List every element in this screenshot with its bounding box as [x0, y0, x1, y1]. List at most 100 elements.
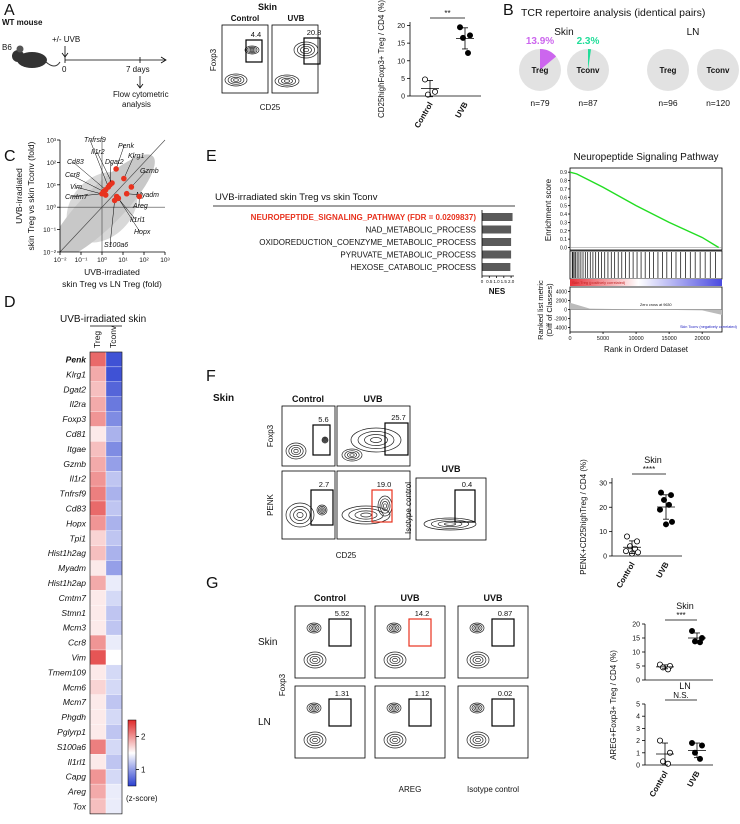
- data-label: 13.9%: [526, 36, 554, 47]
- contour: [388, 624, 400, 632]
- tick-label: 1: [141, 766, 146, 775]
- color-scale: [127, 719, 137, 787]
- significance: ***: [676, 611, 685, 620]
- gate-value: 25.7: [391, 413, 406, 422]
- pie-slice: [540, 49, 557, 70]
- heatmap-cell: [89, 620, 107, 636]
- data-point: [665, 666, 672, 673]
- tick-label: 10⁻¹: [43, 227, 57, 234]
- tick-label: 10³: [47, 138, 57, 145]
- pie: [697, 49, 739, 91]
- data-point: [421, 76, 428, 83]
- contour: [430, 519, 470, 529]
- contour: [471, 704, 483, 712]
- data-point: [697, 639, 704, 646]
- contour: [473, 625, 481, 631]
- row-label: Il2ra: [69, 399, 86, 409]
- contour: [291, 446, 301, 456]
- tick-label: 10²: [139, 257, 149, 264]
- contour: [475, 626, 479, 630]
- contour: [347, 451, 357, 459]
- heatmap-cell: [105, 769, 123, 785]
- label: Foxp3: [266, 424, 275, 447]
- gate-value: 2.7: [319, 480, 329, 489]
- row-label: Mcm3: [63, 623, 86, 633]
- tick-label: 10³: [160, 257, 170, 264]
- data-label: 2.3%: [577, 36, 600, 47]
- panel-letter: G: [206, 575, 218, 592]
- row-label: Tmem109: [48, 667, 87, 677]
- tick-label: 10¹: [47, 182, 57, 189]
- label: Treg: [532, 66, 549, 75]
- row-label: Penk: [66, 354, 88, 364]
- gate-value: 0.87: [498, 609, 513, 618]
- contour: [306, 653, 324, 667]
- gate-value: 5.6: [318, 415, 328, 424]
- gate: [328, 698, 352, 727]
- contour: [303, 47, 309, 53]
- point-label: Penk: [118, 143, 134, 150]
- label: LN: [687, 27, 700, 38]
- column-label: Treg: [92, 331, 102, 348]
- label: WT mouse: [2, 18, 43, 27]
- contour: [224, 73, 248, 87]
- contour: [293, 41, 319, 59]
- data-point: [466, 32, 473, 39]
- significance: N.S.: [673, 691, 689, 700]
- label: Skin Treg (positively correlated): [572, 281, 626, 285]
- heatmap-cell: [105, 664, 123, 680]
- gate: [491, 618, 515, 647]
- gate-value: 5.52: [335, 609, 350, 618]
- y-axis-label: skin Treg vs skin Tconv (fold): [26, 141, 36, 250]
- label: TCR repertoire analysis (identical pairs…: [521, 7, 705, 19]
- mouse-icon: [45, 61, 61, 67]
- contour: [296, 512, 304, 518]
- data-point: [689, 740, 696, 747]
- label: n=87: [578, 98, 597, 108]
- contour: [297, 43, 315, 57]
- point-label: S100a6: [104, 242, 128, 249]
- tick-label: 0.6: [560, 195, 567, 201]
- heatmap-cell: [105, 500, 123, 517]
- contour: [288, 444, 304, 458]
- heatmap-cell: [89, 739, 107, 755]
- tick-label: 10: [599, 529, 607, 536]
- contour: [344, 450, 360, 460]
- gate-value: 19.0: [377, 480, 392, 489]
- heatmap-cell: [105, 471, 123, 487]
- label: UVB: [441, 464, 461, 474]
- tick-label: 0: [636, 763, 640, 770]
- contour: [316, 504, 328, 516]
- pathway-label: HEXOSE_CATABOLIC_PROCESS: [350, 263, 476, 272]
- tick-label: 10⁻²: [43, 250, 57, 257]
- row-label: Capg: [66, 772, 87, 782]
- arrow-head: [136, 83, 144, 89]
- tick-label: 10: [397, 58, 405, 65]
- contour: [281, 77, 293, 85]
- contour: [475, 706, 479, 710]
- tick-label: 10¹: [118, 257, 128, 264]
- metric-area: [570, 302, 722, 315]
- label: CD25: [336, 551, 357, 560]
- data-point: [669, 518, 676, 525]
- label: Skin: [213, 393, 234, 404]
- leader-line: [96, 151, 113, 184]
- row-label: Il1rl1: [68, 757, 87, 767]
- row-label: Phgdh: [61, 712, 86, 722]
- data-point: [111, 197, 118, 204]
- frame: [374, 685, 446, 759]
- label: 7 days: [126, 65, 150, 74]
- contour: [306, 733, 324, 747]
- contour: [244, 45, 260, 55]
- y-axis-label: (Diff of Classes): [545, 283, 554, 337]
- enrichment-line: [569, 171, 720, 249]
- row-label: Hist1h2ag: [48, 548, 87, 558]
- frame: [336, 470, 411, 540]
- diagonal: [59, 139, 166, 253]
- leader-line: [89, 139, 109, 188]
- contour: [233, 78, 239, 82]
- contour: [318, 506, 326, 514]
- data-point: [624, 533, 631, 540]
- panel-letter: D: [4, 294, 16, 311]
- gate: [491, 698, 515, 727]
